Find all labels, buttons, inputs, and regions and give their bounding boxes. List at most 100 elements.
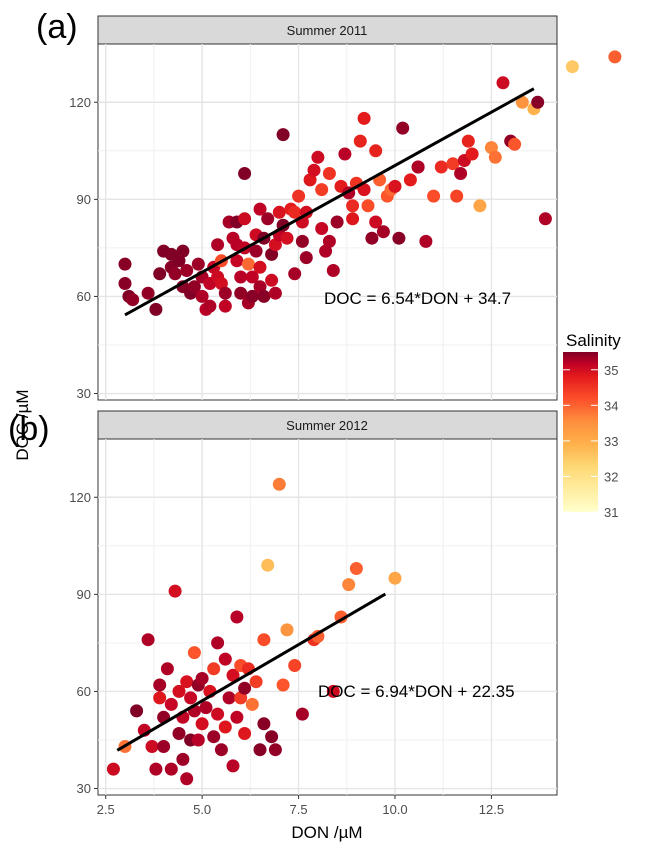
data-point — [164, 762, 178, 776]
panel-b: Summer 2012 DOC = 6.94*DON + 22.35 30 60 9… — [8, 410, 558, 796]
data-point — [249, 244, 263, 258]
data-point — [184, 691, 198, 705]
data-point — [257, 717, 271, 731]
data-point — [396, 121, 410, 135]
data-point — [195, 717, 209, 731]
data-point — [326, 684, 340, 698]
data-point — [346, 212, 360, 226]
panel-b-y-ticks: 30 60 90 120 — [69, 490, 98, 796]
data-point — [226, 668, 240, 682]
data-point — [403, 173, 417, 187]
data-point — [322, 234, 336, 248]
data-point — [369, 215, 383, 229]
y-tick-label: 90 — [77, 587, 91, 602]
y-tick-label: 90 — [77, 192, 91, 207]
panel-a-y-ticks: 30 60 90 120 — [69, 95, 98, 401]
legend-tick-label: 35 — [604, 363, 618, 378]
data-point — [238, 727, 252, 740]
data-point — [226, 759, 240, 773]
data-point — [369, 144, 383, 158]
data-point — [496, 76, 510, 90]
data-point — [427, 189, 441, 203]
data-point — [126, 293, 140, 307]
panel-b-points — [106, 477, 402, 786]
data-point — [299, 251, 313, 265]
panel-a-strip — [97, 15, 558, 45]
data-point — [450, 189, 464, 203]
data-point — [218, 286, 232, 300]
data-point — [199, 701, 213, 715]
data-point — [253, 260, 267, 274]
data-point — [315, 183, 329, 197]
data-point — [187, 280, 201, 294]
data-point — [268, 238, 282, 252]
panel-b-strip — [97, 410, 558, 440]
data-point — [234, 270, 248, 284]
data-point — [214, 743, 228, 757]
data-point — [149, 762, 163, 776]
data-point — [160, 662, 174, 676]
data-point — [268, 743, 282, 757]
data-point — [249, 675, 263, 689]
data-point — [176, 244, 190, 258]
data-point — [253, 202, 267, 216]
y-tick-label: 30 — [77, 386, 91, 401]
data-point — [180, 675, 194, 689]
y-tick-label: 30 — [77, 781, 91, 796]
data-point — [241, 257, 255, 271]
data-point — [488, 150, 502, 164]
data-point — [268, 286, 282, 300]
legend-tick-label: 33 — [604, 434, 618, 449]
panel-a-tag: (a) — [36, 8, 78, 46]
data-point — [245, 270, 259, 284]
data-point — [565, 60, 579, 74]
data-point — [315, 222, 329, 235]
legend-tick-label: 34 — [604, 398, 618, 413]
data-point — [388, 179, 402, 193]
data-point — [361, 199, 375, 213]
data-point — [419, 234, 433, 248]
data-point — [538, 212, 552, 226]
data-point — [276, 128, 290, 142]
panel-b-tag: (b) — [8, 410, 50, 448]
data-point — [311, 150, 325, 164]
legend-colorbar — [563, 352, 598, 512]
data-point — [434, 160, 448, 174]
data-point — [272, 205, 286, 219]
panel-b-strip-label: Summer 2012 — [286, 418, 368, 433]
data-point — [276, 678, 290, 692]
x-tick-label: 12.5 — [479, 802, 504, 817]
data-point — [172, 727, 186, 740]
data-point — [473, 199, 487, 213]
data-point — [172, 684, 186, 698]
legend-ticks: 35 34 33 32 31 — [563, 363, 618, 520]
data-point — [349, 562, 363, 575]
data-point — [153, 267, 167, 281]
data-point — [253, 743, 267, 757]
data-point — [245, 289, 259, 303]
panel-a-points — [118, 50, 622, 316]
data-point — [191, 257, 205, 271]
legend-tick-label: 32 — [604, 469, 618, 484]
data-point — [180, 772, 194, 786]
data-point — [168, 584, 182, 598]
data-point — [365, 231, 379, 245]
data-point — [376, 225, 390, 239]
data-point — [218, 299, 232, 313]
data-point — [222, 691, 236, 705]
data-point — [295, 234, 309, 248]
data-point — [230, 710, 244, 724]
data-point — [218, 720, 232, 734]
legend-tick-label: 31 — [604, 505, 618, 520]
x-tick-label: 5.0 — [193, 802, 211, 817]
data-point — [195, 672, 209, 685]
data-point — [288, 659, 302, 672]
data-point — [446, 157, 460, 171]
data-point — [230, 254, 244, 268]
data-point — [145, 740, 159, 753]
data-point — [149, 302, 163, 316]
data-point — [245, 697, 259, 711]
data-point — [322, 167, 336, 180]
data-point — [218, 652, 232, 666]
data-point — [164, 697, 178, 711]
